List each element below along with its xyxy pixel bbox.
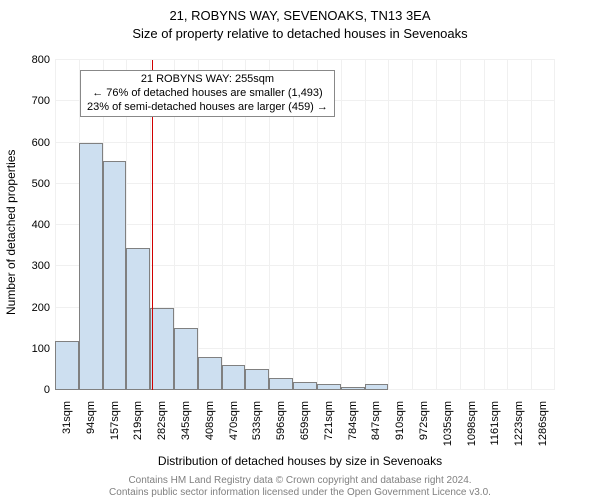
y-tick-label: 300 (5, 260, 50, 272)
y-axis-label: Number of detached properties (4, 150, 18, 315)
histogram-bar (103, 161, 127, 390)
histogram-bar (79, 143, 103, 391)
x-tick-label: 470sqm (228, 401, 240, 456)
callout-box: 21 ROBYNS WAY: 255sqm ← 76% of detached … (80, 70, 335, 117)
x-axis-label: Distribution of detached houses by size … (0, 454, 600, 468)
chart-title-address: 21, ROBYNS WAY, SEVENOAKS, TN13 3EA (0, 8, 600, 23)
x-tick-label: 659sqm (299, 401, 311, 456)
x-tick-label: 1098sqm (466, 401, 478, 456)
histogram-bar (55, 341, 79, 391)
x-tick-label: 533sqm (251, 401, 263, 456)
x-tick-label: 910sqm (394, 401, 406, 456)
grid-line-vertical (388, 60, 389, 390)
grid-line-vertical (412, 60, 413, 390)
callout-line-1: 21 ROBYNS WAY: 255sqm (87, 73, 328, 87)
grid-line-horizontal (55, 59, 555, 60)
grid-line-vertical (365, 60, 366, 390)
histogram-bar (341, 387, 365, 390)
grid-line-vertical (484, 60, 485, 390)
histogram-bar (317, 384, 341, 390)
grid-line-horizontal (55, 224, 555, 225)
x-tick-label: 1286sqm (537, 401, 549, 456)
x-tick-label: 1223sqm (513, 401, 525, 456)
grid-line-horizontal (55, 142, 555, 143)
histogram-bar (150, 308, 174, 391)
x-tick-label: 1035sqm (442, 401, 454, 456)
y-tick-label: 500 (5, 178, 50, 190)
grid-line-vertical (507, 60, 508, 390)
x-tick-label: 345sqm (180, 401, 192, 456)
histogram-bar (198, 357, 222, 390)
x-tick-label: 94sqm (85, 401, 97, 456)
x-tick-label: 31sqm (61, 401, 73, 456)
callout-line-3: 23% of semi-detached houses are larger (… (87, 101, 328, 115)
x-tick-label: 972sqm (418, 401, 430, 456)
y-tick-label: 600 (5, 137, 50, 149)
x-tick-label: 847sqm (370, 401, 382, 456)
x-tick-label: 157sqm (109, 401, 121, 456)
callout-line-2: ← 76% of detached houses are smaller (1,… (87, 87, 328, 101)
y-tick-label: 0 (5, 384, 50, 396)
y-tick-label: 200 (5, 302, 50, 314)
footer-licence: Contains public sector information licen… (0, 487, 600, 498)
y-tick-label: 700 (5, 95, 50, 107)
x-tick-label: 784sqm (347, 401, 359, 456)
x-tick-label: 1161sqm (489, 401, 501, 456)
chart-title-subtitle: Size of property relative to detached ho… (0, 26, 600, 41)
y-tick-label: 100 (5, 343, 50, 355)
y-tick-label: 400 (5, 219, 50, 231)
grid-line-vertical (460, 60, 461, 390)
histogram-bar (365, 384, 389, 390)
histogram-bar (269, 378, 293, 390)
grid-line-horizontal (55, 183, 555, 184)
grid-line-vertical (341, 60, 342, 390)
grid-line-vertical (436, 60, 437, 390)
histogram-bar (293, 382, 317, 390)
histogram-bar (245, 369, 269, 390)
histogram-bar (126, 248, 150, 390)
x-tick-label: 282sqm (156, 401, 168, 456)
grid-line-vertical (554, 60, 555, 390)
y-tick-label: 800 (5, 54, 50, 66)
footer-copyright: Contains HM Land Registry data © Crown c… (0, 475, 600, 486)
x-tick-label: 721sqm (323, 401, 335, 456)
grid-line-vertical (531, 60, 532, 390)
x-tick-label: 408sqm (204, 401, 216, 456)
histogram-bar (222, 365, 246, 390)
x-tick-label: 596sqm (275, 401, 287, 456)
chart-container: 21, ROBYNS WAY, SEVENOAKS, TN13 3EA Size… (0, 0, 600, 500)
x-tick-label: 219sqm (132, 401, 144, 456)
histogram-bar (174, 328, 198, 390)
